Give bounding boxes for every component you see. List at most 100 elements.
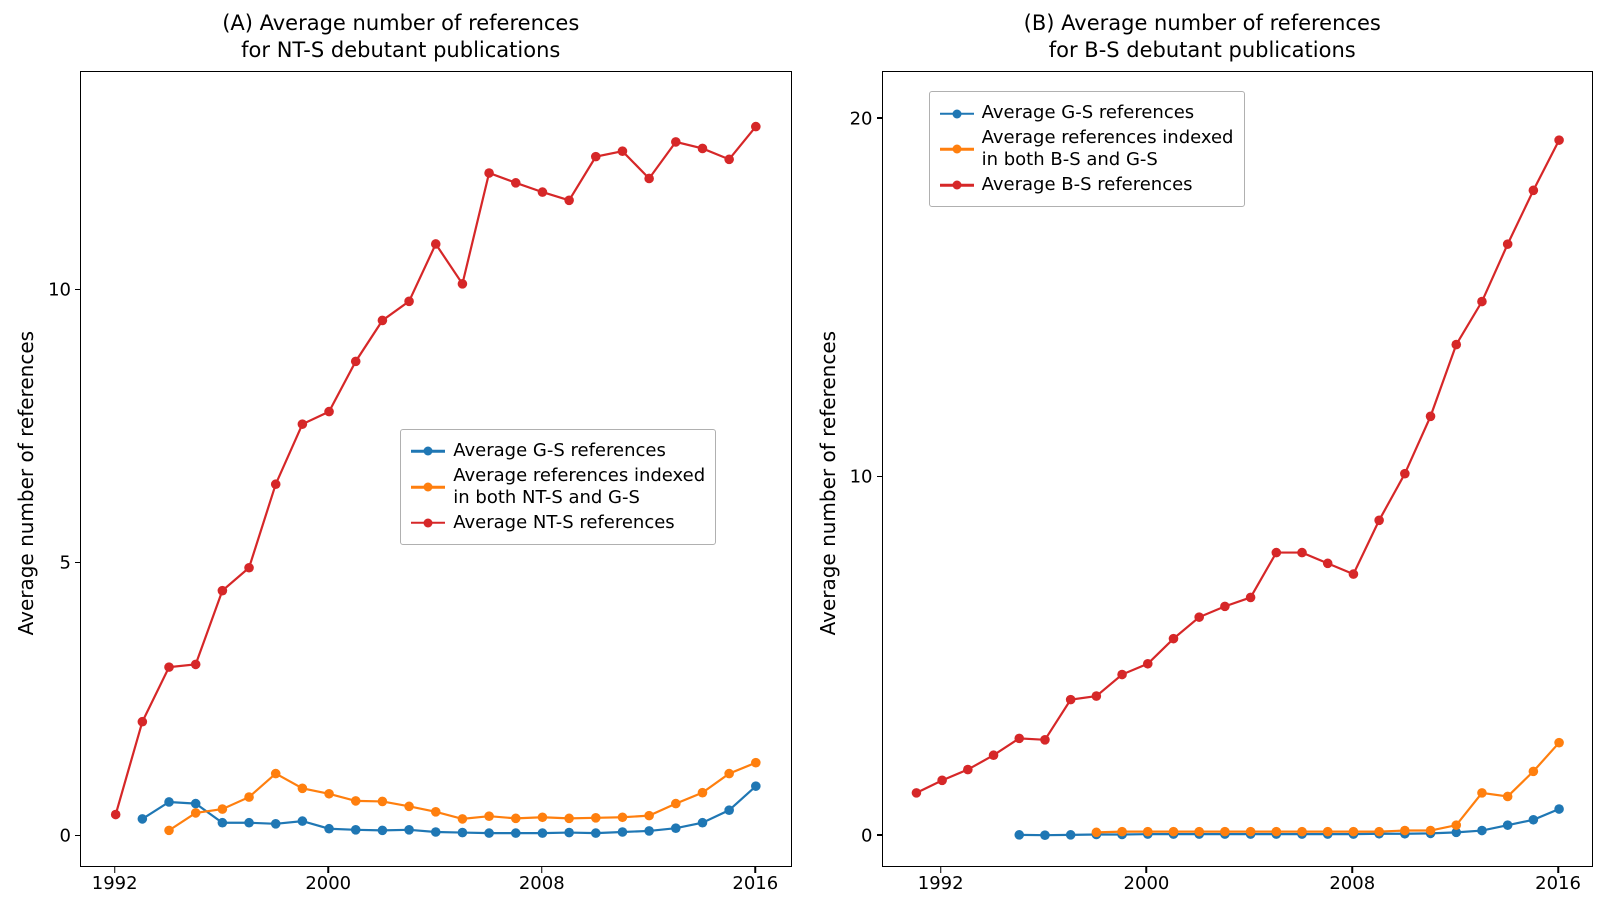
- series-marker: [1322, 558, 1332, 568]
- series-marker: [378, 825, 388, 835]
- series-marker: [1040, 830, 1050, 840]
- series-marker: [1091, 827, 1101, 837]
- series-marker: [1297, 547, 1307, 557]
- x-tick-label: 2000: [305, 873, 351, 894]
- series-marker: [298, 419, 308, 429]
- series-marker: [1348, 569, 1358, 579]
- title-line-2: for B-S debutant publications: [1049, 38, 1356, 62]
- series-marker: [751, 121, 761, 131]
- series-marker: [1117, 669, 1127, 679]
- series-marker: [1297, 826, 1307, 836]
- series-marker: [1554, 804, 1564, 814]
- series-marker: [1554, 135, 1564, 145]
- series-marker: [218, 818, 228, 828]
- series-marker: [564, 813, 574, 823]
- series-marker: [1271, 547, 1281, 557]
- series-marker: [751, 757, 761, 767]
- legend-item: Average references indexed in both B-S a…: [940, 127, 1234, 172]
- series-marker: [644, 810, 654, 820]
- legend-swatch: [940, 142, 974, 156]
- x-tick-label: 2008: [1329, 873, 1375, 894]
- series-marker: [1220, 601, 1230, 611]
- series-marker: [1271, 826, 1281, 836]
- series-marker: [1168, 826, 1178, 836]
- series-marker: [484, 811, 494, 821]
- plot-wrap: Average number of references0510Average …: [10, 71, 792, 895]
- series-marker: [218, 804, 228, 814]
- series-marker: [484, 168, 494, 178]
- legend-item: Average G-S references: [940, 102, 1234, 125]
- legend-label: Average references indexed in both B-S a…: [982, 127, 1234, 172]
- title-line-1: (B) Average number of references: [1024, 11, 1381, 35]
- series-marker: [1528, 766, 1538, 776]
- legend-label: Average references indexed in both NT-S …: [453, 465, 705, 510]
- series-marker: [298, 816, 308, 826]
- y-tick-label: 0: [861, 825, 872, 846]
- y-tick-label: 5: [60, 553, 71, 574]
- series-marker: [671, 823, 681, 833]
- y-tick-label: 10: [850, 467, 873, 488]
- legend-swatch: [940, 178, 974, 192]
- series-marker: [1245, 592, 1255, 602]
- series-marker: [724, 154, 734, 164]
- series-marker: [431, 827, 441, 837]
- series-marker: [1040, 735, 1050, 745]
- legend-item: Average B-S references: [940, 174, 1234, 197]
- series-marker: [538, 187, 548, 197]
- x-tick-label: 2016: [732, 873, 778, 894]
- x-tick-label: 1992: [918, 873, 964, 894]
- series-marker: [618, 146, 628, 156]
- series-marker: [698, 787, 708, 797]
- series-marker: [458, 827, 468, 837]
- legend-label: Average G-S references: [453, 440, 666, 463]
- series-marker: [164, 662, 174, 672]
- x-tick-label: 2000: [1124, 873, 1170, 894]
- series-marker: [271, 479, 281, 489]
- legend-marker-icon: [424, 518, 433, 527]
- legend-swatch: [411, 444, 445, 458]
- legend-marker-icon: [424, 483, 433, 492]
- x-tick-label: 1992: [92, 873, 138, 894]
- series-marker: [431, 807, 441, 817]
- plot-area: 01020Average G-S referencesAverage refer…: [882, 71, 1594, 867]
- y-tick-label: 20: [850, 108, 873, 129]
- series-marker: [191, 798, 201, 808]
- legend-label: Average B-S references: [982, 174, 1193, 197]
- y-axis-label: Average number of references: [10, 71, 42, 895]
- series-marker: [218, 585, 228, 595]
- series-marker: [698, 818, 708, 828]
- series-marker: [1554, 737, 1564, 747]
- legend-label: Average G-S references: [982, 102, 1195, 125]
- series-marker: [1142, 826, 1152, 836]
- series-marker: [1425, 825, 1435, 835]
- series-marker: [1477, 296, 1487, 306]
- series-marker: [1502, 791, 1512, 801]
- series-marker: [1502, 239, 1512, 249]
- legend-item: Average references indexed in both NT-S …: [411, 465, 705, 510]
- series-marker: [1168, 633, 1178, 643]
- series-marker: [164, 797, 174, 807]
- series-marker: [351, 356, 361, 366]
- title-line-2: for NT-S debutant publications: [241, 38, 560, 62]
- legend-swatch: [411, 516, 445, 530]
- series-marker: [1528, 815, 1538, 825]
- series-marker: [138, 814, 148, 824]
- series-marker: [431, 239, 441, 249]
- legend-item: Average G-S references: [411, 440, 705, 463]
- y-tick-label: 10: [48, 280, 71, 301]
- plot-wrap: Average number of references01020Average…: [812, 71, 1594, 895]
- axes-box: 01020Average G-S referencesAverage refer…: [882, 71, 1594, 895]
- series-marker: [1348, 826, 1358, 836]
- legend-label: Average NT-S references: [453, 512, 674, 535]
- series-marker: [1374, 515, 1384, 525]
- series-marker: [244, 818, 254, 828]
- series-marker: [1400, 825, 1410, 835]
- series-marker: [511, 828, 521, 838]
- series-line: [1096, 742, 1559, 832]
- series-marker: [244, 792, 254, 802]
- panel-A: (A) Average number of referencesfor NT-S…: [10, 10, 792, 895]
- series-marker: [1014, 733, 1024, 743]
- series-marker: [1220, 826, 1230, 836]
- series-marker: [164, 825, 174, 835]
- series-marker: [698, 143, 708, 153]
